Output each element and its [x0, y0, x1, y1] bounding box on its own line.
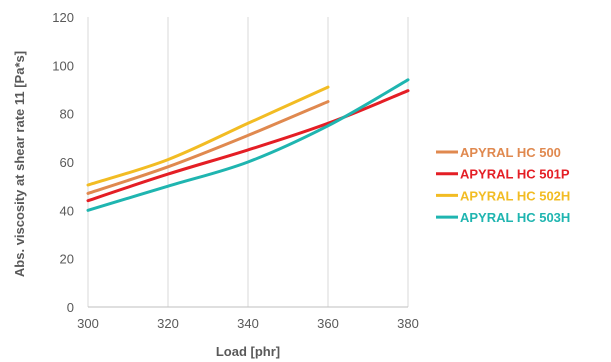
legend: APYRAL HC 500 APYRAL HC 501P APYRAL HC 502… — [436, 145, 570, 225]
y-tick-label: 80 — [60, 107, 74, 122]
x-tick-label: 380 — [397, 316, 419, 331]
legend-label: APYRAL HC 500 — [460, 145, 561, 160]
x-tick-label: 360 — [317, 316, 339, 331]
x-tick-label: 300 — [77, 316, 99, 331]
series-line-2 — [86, 85, 330, 187]
legend-label: APYRAL HC 503H — [460, 210, 570, 225]
y-tick-label: 40 — [60, 203, 74, 218]
series-line-1 — [86, 89, 410, 203]
x-tick-label: 340 — [237, 316, 259, 331]
y-tick-label: 20 — [60, 252, 74, 267]
x-axis-title: Load [phr] — [216, 344, 280, 359]
y-tick-label: 0 — [67, 300, 74, 315]
plot-area — [86, 78, 410, 212]
series-line-3 — [86, 78, 410, 212]
y-axis-ticks: 0 20 40 60 80 100 120 — [52, 10, 74, 315]
legend-label: APYRAL HC 501P — [460, 167, 570, 182]
x-tick-label: 320 — [157, 316, 179, 331]
y-axis-title: Abs. viscosity at shear rate 11 [Pa*s] — [12, 51, 27, 277]
series-line-0 — [86, 100, 330, 195]
x-axis-ticks: 300 320 340 360 380 — [77, 316, 419, 331]
y-tick-label: 60 — [60, 155, 74, 170]
y-tick-label: 100 — [52, 58, 74, 73]
legend-label: APYRAL HC 502H — [460, 188, 570, 203]
y-tick-label: 120 — [52, 10, 74, 25]
